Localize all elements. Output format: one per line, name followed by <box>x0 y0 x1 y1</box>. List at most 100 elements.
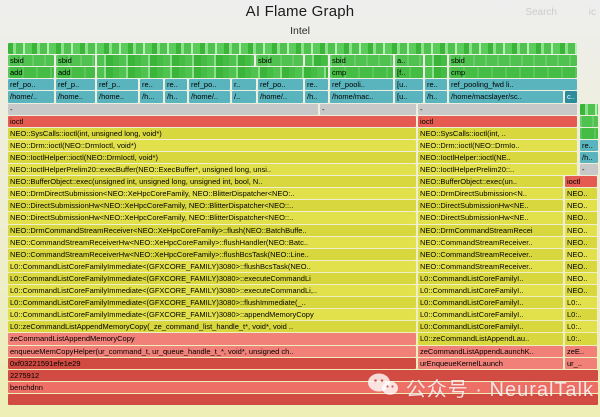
flame-frame[interactable]: sbid <box>256 55 303 67</box>
flame-frame[interactable]: re.. <box>140 79 163 91</box>
flame-frame[interactable]: 0xf03221591efe1e29 <box>8 357 416 369</box>
flame-frame[interactable]: re.. <box>580 139 598 151</box>
flame-frame[interactable]: NEO::IoctlHelper::ioctl(NEO::DrmIoctl, v… <box>8 151 416 164</box>
flame-frame[interactable]: NEO::CommandStreamReceiver.. <box>418 248 563 260</box>
flame-frame[interactable]: L0::zeCommandListAppendMemoryCopy(_ze_co… <box>8 321 416 333</box>
flame-frame[interactable]: NEO::CommandStreamReceiverHw<NEO::XeHpcC… <box>8 236 416 248</box>
flame-frame[interactable]: ref_po.. <box>8 79 54 91</box>
flame-frame[interactable] <box>8 43 577 55</box>
flame-frame[interactable]: ref_pooling_fwd li.. <box>449 79 577 91</box>
flame-frame[interactable]: 2275912 <box>8 369 598 381</box>
flame-frame[interactable]: r.. <box>232 79 256 91</box>
flame-frame[interactable]: L0::CommandListCoreFamilyImmediate<(GFXC… <box>8 260 416 272</box>
flame-frame[interactable]: zeCommandListAppendMemoryCopy <box>8 333 416 345</box>
flame-frame[interactable]: /home/mac.. <box>330 91 393 103</box>
flame-frame[interactable]: NEO::SysCalls::ioctl(int, unsigned long,… <box>8 127 416 139</box>
flame-frame[interactable]: NEO::DirectSubmissionHw<NEO::XeHpcCoreFa… <box>8 212 416 224</box>
flame-frame[interactable]: enqueueMemCopyHelper(ur_command_t, ur_qu… <box>8 345 416 357</box>
flame-frame[interactable]: NEO.. <box>565 224 597 236</box>
flame-frame[interactable] <box>8 393 598 406</box>
flame-frame[interactable]: /.. <box>232 91 256 103</box>
flame-frame[interactable]: re.. <box>165 79 187 91</box>
flame-frame[interactable]: NEO.. <box>565 248 597 260</box>
flame-frame[interactable]: /h.. <box>165 91 187 103</box>
flame-frame[interactable]: benchdnn <box>8 381 598 393</box>
flame-frame[interactable]: NEO::DirectSubmissionHw<NEO::XeHpcCoreFa… <box>8 200 416 212</box>
flame-frame[interactable]: L0:.. <box>565 297 597 309</box>
flame-frame[interactable]: /h.. <box>305 91 328 103</box>
flame-frame[interactable]: ref_p.. <box>97 79 138 91</box>
flame-frame[interactable]: - <box>8 103 318 115</box>
flame-frame[interactable]: zeCommandListAppendLaunchK.. <box>418 345 563 357</box>
flame-frame[interactable]: /home/.. <box>258 91 303 103</box>
flame-frame[interactable] <box>580 103 598 115</box>
flame-frame[interactable] <box>305 55 328 67</box>
flame-frame[interactable] <box>580 127 598 139</box>
flame-frame[interactable]: NEO.. <box>565 272 597 285</box>
flame-frame[interactable]: NEO::DrmDirectSubmission<N.. <box>418 188 563 200</box>
flame-frame[interactable]: NEO::BufferObject::exec(un.. <box>418 176 563 188</box>
flame-frame[interactable]: L0::zeCommandListAppendLau.. <box>418 333 563 345</box>
flame-frame[interactable]: c.. <box>565 91 577 103</box>
flame-frame[interactable]: ref_pooli.. <box>330 79 393 91</box>
flame-frame[interactable]: /home.. <box>56 91 95 103</box>
flame-frame[interactable]: NEO.. <box>565 236 597 248</box>
flame-frame[interactable]: ioctl <box>418 115 577 127</box>
flame-frame[interactable]: NEO.. <box>565 212 597 224</box>
flame-frame[interactable]: /home/macslayer/sc.. <box>449 91 563 103</box>
flame-frame[interactable]: L0::CommandListCoreFamilyImmediate<(GFXC… <box>8 309 416 321</box>
flame-frame[interactable]: add <box>56 67 95 79</box>
flame-frame[interactable]: NEO::BufferObject::exec(unsigned int, un… <box>8 176 416 188</box>
flame-frame[interactable]: cmp <box>449 67 577 79</box>
flame-frame[interactable]: NEO::DirectSubmissionHw<NE.. <box>418 200 563 212</box>
flame-frame[interactable]: NEO::DrmDirectSubmission<NEO::XeHpcCoreF… <box>8 188 416 200</box>
flame-frame[interactable]: NEO::DirectSubmissionHw<NE.. <box>418 212 563 224</box>
search-button[interactable]: Search <box>525 7 557 18</box>
flame-frame[interactable] <box>425 55 447 67</box>
flame-frame[interactable]: [f.. <box>395 67 423 79</box>
flame-frame[interactable]: - <box>418 103 577 115</box>
flame-frame[interactable]: /h... <box>140 91 163 103</box>
flame-frame[interactable]: - <box>320 103 416 115</box>
flame-frame[interactable]: NEO::CommandStreamReceiver.. <box>418 236 563 248</box>
flame-frame[interactable]: /h.. <box>580 151 598 164</box>
flame-frame[interactable]: ioctl <box>8 115 416 127</box>
flame-frame[interactable]: L0:.. <box>565 333 597 345</box>
flame-frame[interactable]: L0::CommandListCoreFamilyImmediate<(GFXC… <box>8 272 416 285</box>
flame-frame[interactable]: NEO::IoctlHelperPrelim20::execBuffer(NEO… <box>8 164 416 176</box>
flame-frame[interactable]: /home/.. <box>8 91 54 103</box>
flame-frame[interactable] <box>97 67 328 79</box>
flame-frame[interactable]: NEO::Drm::ioctl(NEO::DrmIoctl, void*) <box>8 139 416 151</box>
flame-frame[interactable]: [u.. <box>395 91 423 103</box>
flame-frame[interactable]: NEO::IoctlHelperPrelim20::.. <box>418 164 577 176</box>
flame-frame[interactable]: sbid <box>330 55 393 67</box>
flame-frame[interactable]: sbid <box>56 55 95 67</box>
flame-frame[interactable]: NEO::CommandStreamReceiver.. <box>418 260 563 272</box>
flame-frame[interactable]: NEO::SysCalls::ioctl(int, .. <box>418 127 577 139</box>
flame-frame[interactable]: L0::CommandListCoreFamilyI.. <box>418 272 563 285</box>
flame-frame[interactable]: /home/.. <box>189 91 230 103</box>
flame-frame[interactable]: NEO.. <box>565 285 597 297</box>
flame-frame[interactable]: L0::CommandListCoreFamilyI.. <box>418 309 563 321</box>
flame-frame[interactable]: zeE.. <box>565 345 597 357</box>
flame-frame[interactable] <box>580 115 598 127</box>
flame-frame[interactable]: NEO::DrmCommandStreamRecei <box>418 224 563 236</box>
flame-frame[interactable]: ref_p.. <box>56 79 95 91</box>
flame-frame[interactable]: NEO.. <box>565 260 597 272</box>
flame-frame[interactable]: NEO::IoctlHelper::ioctl(NE.. <box>418 151 577 164</box>
flame-frame[interactable]: [u.. <box>395 79 423 91</box>
flame-frame[interactable]: re.. <box>305 79 328 91</box>
flame-frame[interactable]: sbid <box>449 55 577 67</box>
flame-frame[interactable]: L0:.. <box>565 321 597 333</box>
ignore-case-button[interactable]: ic <box>588 7 596 18</box>
flame-frame[interactable]: ref_po.. <box>258 79 303 91</box>
flame-frame[interactable] <box>97 55 254 67</box>
flame-frame[interactable]: - <box>580 164 598 176</box>
flame-frame[interactable]: L0:.. <box>565 309 597 321</box>
flame-frame[interactable]: NEO::DrmCommandStreamReceiver<NEO::XeHpc… <box>8 224 416 236</box>
flame-frame[interactable]: a.. <box>395 55 423 67</box>
flame-frame[interactable]: L0::CommandListCoreFamilyImmediate<(GFXC… <box>8 285 416 297</box>
flame-frame[interactable]: cmp <box>330 67 393 79</box>
flame-frame[interactable]: add <box>8 67 54 79</box>
flame-frame[interactable]: L0::CommandListCoreFamilyI.. <box>418 285 563 297</box>
